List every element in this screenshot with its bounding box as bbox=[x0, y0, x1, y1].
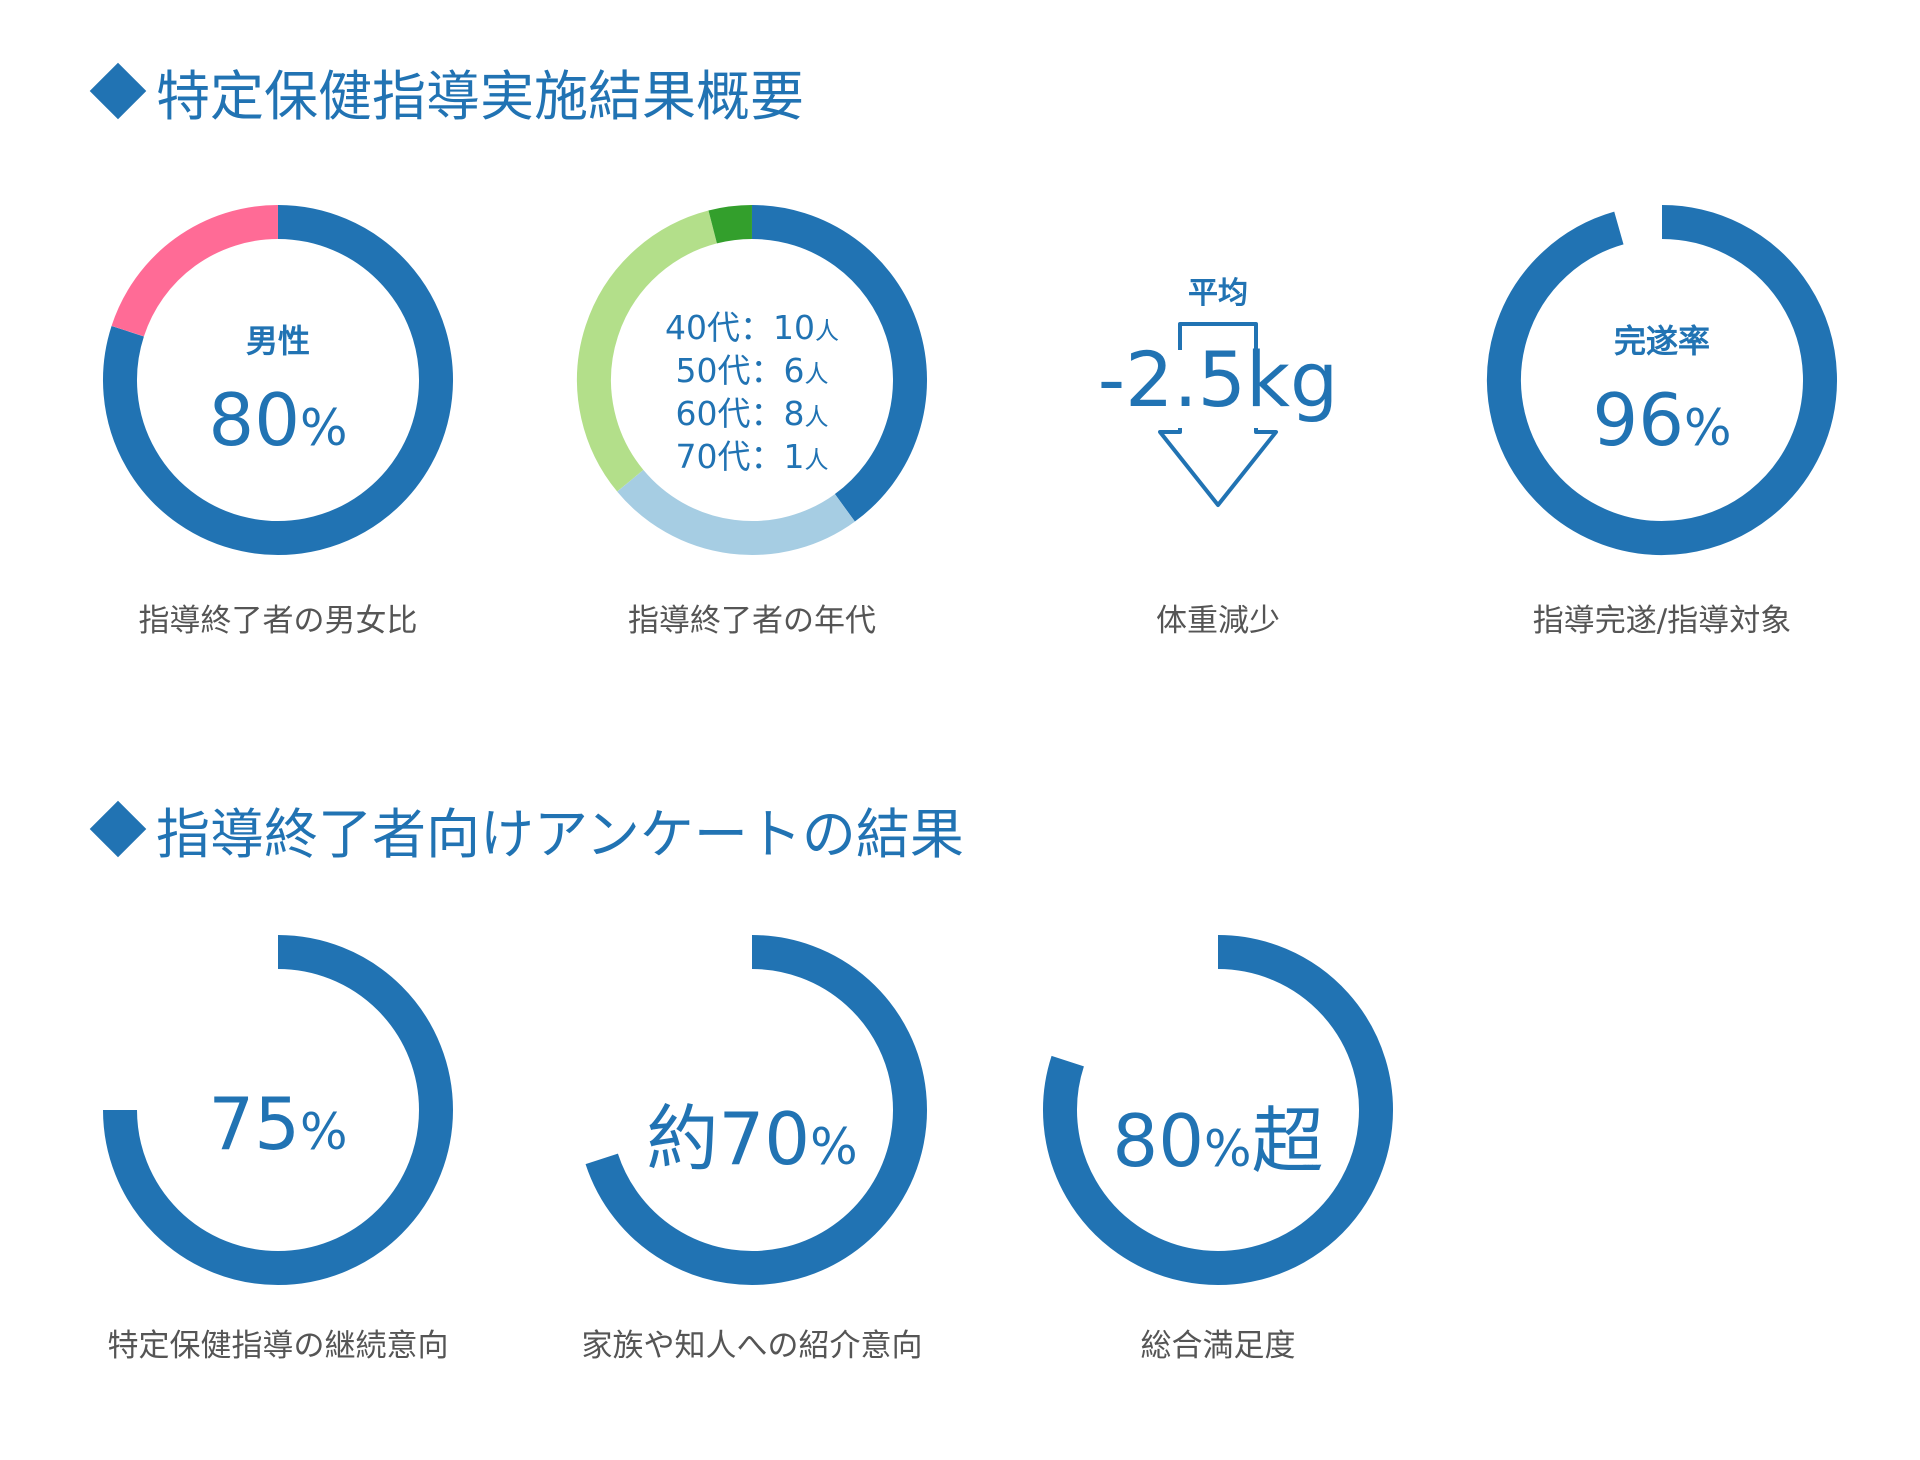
age-row-40: 40代：10人 bbox=[542, 308, 962, 351]
completion-value-number: 96 bbox=[1592, 378, 1685, 462]
continuation-caption: 特定保健指導の継続意向 bbox=[107, 1328, 449, 1364]
gender-slice-0 bbox=[103, 205, 453, 555]
section-title-summary-text: 特定保健指導実施結果概要 bbox=[156, 65, 804, 128]
referral-value-prefix: 約 bbox=[646, 1097, 719, 1181]
age-list: 40代：10人 50代：6人 60代：8人 70代：1人 bbox=[542, 308, 962, 480]
age-row-60: 60代：8人 bbox=[542, 394, 962, 437]
gender-value: 80% bbox=[68, 378, 488, 462]
referral-intent-card: 約70% 家族や知人への紹介意向 bbox=[542, 930, 962, 1370]
continuation-donut bbox=[103, 935, 453, 1285]
continuation-value-unit: % bbox=[300, 1103, 348, 1161]
continuation-value-number: 75 bbox=[208, 1082, 301, 1166]
completion-donut bbox=[1487, 205, 1837, 555]
gender-value-number: 80 bbox=[208, 378, 301, 462]
age-row-70-text: 70代：1 bbox=[675, 437, 805, 476]
completion-value-unit: % bbox=[1684, 399, 1732, 457]
age-distribution-card: 40代：10人 50代：6人 60代：8人 70代：1人 指導終了者の年代 bbox=[542, 200, 962, 650]
age-row-40-unit: 人 bbox=[814, 317, 839, 345]
weight-value: -2.5kg bbox=[1097, 335, 1339, 424]
continuation-arc bbox=[103, 935, 453, 1285]
satisfaction-arc bbox=[1043, 935, 1393, 1285]
age-donut bbox=[577, 205, 927, 555]
satisfaction-caption: 総合満足度 bbox=[1140, 1328, 1296, 1364]
satisfaction-value-suffix: 超 bbox=[1251, 1099, 1324, 1183]
satisfaction-donut bbox=[1043, 935, 1393, 1285]
weight-caption: 体重減少 bbox=[1156, 603, 1280, 639]
satisfaction-value: 80%超 bbox=[1008, 1082, 1428, 1187]
age-slice-0 bbox=[751, 205, 927, 522]
referral-caption: 家族や知人への紹介意向 bbox=[581, 1328, 923, 1364]
completion-arc bbox=[1487, 205, 1837, 555]
completion-label: 完遂率 bbox=[1613, 322, 1710, 360]
gender-slice-1 bbox=[111, 205, 279, 337]
gender-ratio-card: 男性 80% 指導終了者の男女比 bbox=[68, 200, 488, 650]
weight-label: 平均 bbox=[1188, 276, 1248, 311]
gender-caption: 指導終了者の男女比 bbox=[138, 603, 418, 639]
age-slice-2 bbox=[577, 210, 718, 492]
gender-value-unit: % bbox=[300, 399, 348, 457]
continuation-intent-card: 75% 特定保健指導の継続意向 bbox=[68, 930, 488, 1370]
age-row-60-unit: 人 bbox=[804, 403, 829, 431]
referral-donut bbox=[585, 935, 927, 1285]
referral-arc bbox=[585, 935, 927, 1285]
referral-value: 約70% bbox=[542, 1080, 962, 1185]
age-row-60-text: 60代：8 bbox=[675, 394, 805, 433]
age-slice-3 bbox=[708, 205, 753, 244]
age-row-40-text: 40代：10 bbox=[665, 308, 815, 347]
diamond-icon bbox=[89, 800, 147, 858]
age-row-70: 70代：1人 bbox=[542, 437, 962, 480]
referral-value-number: 70 bbox=[718, 1097, 811, 1181]
satisfaction-card: 80%超 総合満足度 bbox=[1008, 930, 1428, 1370]
age-row-70-unit: 人 bbox=[804, 446, 829, 474]
gender-label: 男性 bbox=[245, 322, 310, 360]
completion-caption: 指導完遂/指導対象 bbox=[1532, 603, 1792, 639]
continuation-value: 75% bbox=[68, 1082, 488, 1166]
gender-donut bbox=[103, 205, 453, 555]
section-title-summary: 特定保健指導実施結果概要 bbox=[89, 62, 804, 124]
section-title-survey: 指導終了者向けアンケートの結果 bbox=[89, 800, 964, 862]
satisfaction-value-number: 80 bbox=[1112, 1099, 1205, 1183]
age-row-50-unit: 人 bbox=[804, 360, 829, 388]
section-title-survey-text: 指導終了者向けアンケートの結果 bbox=[156, 803, 964, 866]
age-caption: 指導終了者の年代 bbox=[628, 603, 876, 639]
weight-reduction-card: 平均 -2.5kg 体重減少 bbox=[1008, 200, 1428, 650]
age-slice-1 bbox=[617, 469, 855, 555]
satisfaction-value-unit: % bbox=[1204, 1120, 1252, 1178]
down-arrow-icon bbox=[1158, 322, 1278, 507]
age-row-50: 50代：6人 bbox=[542, 351, 962, 394]
age-row-50-text: 50代：6 bbox=[675, 351, 805, 390]
completion-value: 96% bbox=[1452, 378, 1872, 462]
completion-rate-card: 完遂率 96% 指導完遂/指導対象 bbox=[1452, 200, 1872, 650]
referral-value-unit: % bbox=[810, 1118, 858, 1176]
diamond-icon bbox=[89, 62, 147, 120]
